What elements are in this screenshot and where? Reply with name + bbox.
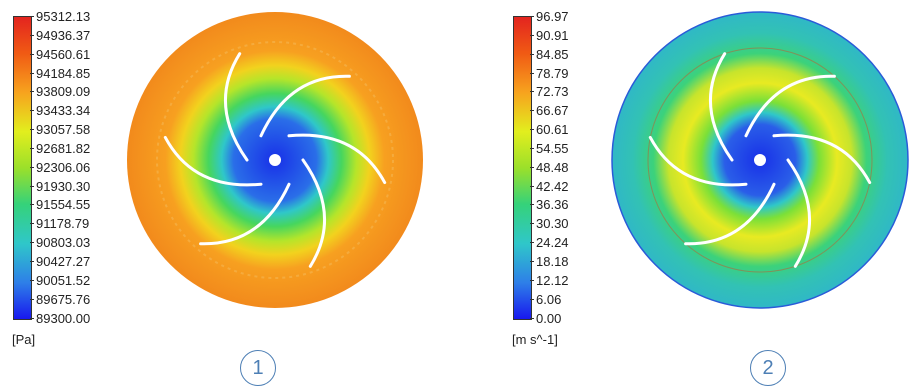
- impeller-blade: [684, 182, 776, 246]
- pressure-unit-label: [Pa]: [12, 332, 36, 347]
- legend-tick: 0.00: [530, 312, 569, 331]
- legend-tick: 72.73: [530, 85, 569, 104]
- legend-tick: 89300.00: [29, 312, 90, 331]
- legend-tick: 90051.52: [29, 274, 90, 293]
- legend-tick: 42.42: [530, 180, 569, 199]
- figure-number-2: 2: [750, 350, 786, 386]
- legend-tick: 90803.03: [29, 236, 90, 255]
- legend-tick: 89675.76: [29, 293, 90, 312]
- impeller-blade: [163, 135, 263, 187]
- hub-hole: [269, 154, 281, 166]
- legend-tick: 30.30: [530, 217, 569, 236]
- velocity-contour-disc: [611, 11, 909, 309]
- impeller-blades: [648, 52, 872, 268]
- legend-tick: 94560.61: [29, 48, 90, 67]
- legend-tick: 66.67: [530, 104, 569, 123]
- legend-tick: 92306.06: [29, 161, 90, 180]
- pressure-legend-ticks: 95312.13 94936.37 94560.61 94184.85 9380…: [29, 10, 90, 331]
- legend-tick: 48.48: [530, 161, 569, 180]
- legend-tick: 24.24: [530, 236, 569, 255]
- legend-tick: 36.36: [530, 198, 569, 217]
- legend-tick: 90427.27: [29, 255, 90, 274]
- legend-tick: 93057.58: [29, 123, 90, 142]
- pressure-contour-panel: 95312.13 94936.37 94560.61 94184.85 9380…: [12, 10, 423, 386]
- velocity-unit-label: [m s^-1]: [512, 332, 558, 347]
- hub-hole: [754, 154, 766, 166]
- impeller-blade: [301, 158, 327, 268]
- legend-tick: 92681.82: [29, 142, 90, 161]
- pressure-contour-disc: [127, 12, 423, 308]
- impeller-blade: [199, 182, 291, 246]
- legend-tick: 84.85: [530, 48, 569, 67]
- velocity-colorbar: [513, 16, 532, 320]
- legend-tick: 6.06: [530, 293, 569, 312]
- legend-tick: 93809.09: [29, 85, 90, 104]
- legend-tick: 54.55: [530, 142, 569, 161]
- legend-tick: 91554.55: [29, 198, 90, 217]
- pressure-colorbar: [13, 16, 32, 320]
- legend-tick: 94184.85: [29, 67, 90, 86]
- figure-number-1: 1: [240, 350, 276, 386]
- legend-tick: 12.12: [530, 274, 569, 293]
- velocity-legend-ticks: 96.97 90.91 84.85 78.79 72.73 66.67 60.6…: [530, 10, 569, 331]
- impeller-blade: [648, 135, 748, 187]
- legend-tick: 93433.34: [29, 104, 90, 123]
- impeller-blade: [708, 52, 734, 162]
- blade-tip-ring: [647, 47, 873, 273]
- velocity-contour-panel: 96.97 90.91 84.85 78.79 72.73 66.67 60.6…: [460, 0, 920, 389]
- legend-tick: 94936.37: [29, 29, 90, 48]
- legend-tick: 95312.13: [29, 10, 90, 29]
- legend-tick: 18.18: [530, 255, 569, 274]
- legend-tick: 78.79: [530, 67, 569, 86]
- legend-tick: 90.91: [530, 29, 569, 48]
- legend-tick: 60.61: [530, 123, 569, 142]
- impeller-blade: [259, 74, 351, 138]
- impeller-blade: [772, 133, 872, 185]
- volute-ring: [156, 41, 394, 279]
- legend-tick: 91930.30: [29, 180, 90, 199]
- impeller-blade: [223, 52, 249, 162]
- impeller-blade: [786, 158, 812, 268]
- legend-tick: 91178.79: [29, 217, 90, 236]
- legend-tick: 96.97: [530, 10, 569, 29]
- impeller-blades: [163, 52, 387, 268]
- impeller-blade: [744, 74, 836, 138]
- impeller-blade: [287, 133, 387, 185]
